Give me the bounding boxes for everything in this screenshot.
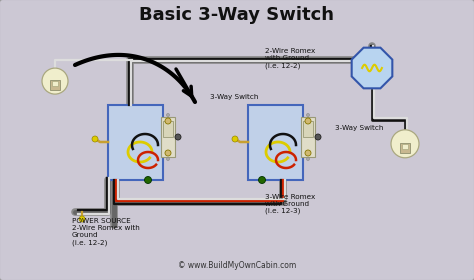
Text: 2-Wire Romex
with Ground
(i.e. 12-2): 2-Wire Romex with Ground (i.e. 12-2): [265, 48, 315, 69]
Circle shape: [307, 113, 310, 116]
Text: 3-Way Switch: 3-Way Switch: [335, 125, 383, 131]
Circle shape: [232, 136, 238, 142]
Circle shape: [79, 216, 85, 222]
Circle shape: [305, 150, 311, 156]
Circle shape: [258, 176, 265, 183]
Circle shape: [175, 134, 181, 140]
Bar: [163, 121, 173, 137]
Circle shape: [307, 158, 310, 160]
Bar: [303, 121, 313, 137]
Circle shape: [92, 136, 98, 142]
Text: POWER SOURCE
2-Wire Romex with
Ground
(i.e. 12-2): POWER SOURCE 2-Wire Romex with Ground (i…: [72, 218, 140, 246]
Bar: [401, 144, 409, 150]
Bar: [400, 143, 410, 153]
Text: Basic 3-Way Switch: Basic 3-Way Switch: [139, 6, 335, 24]
Circle shape: [391, 130, 419, 158]
Circle shape: [145, 176, 152, 183]
Circle shape: [166, 113, 170, 116]
Text: © www.BuildMyOwnCabin.com: © www.BuildMyOwnCabin.com: [178, 260, 296, 269]
Bar: [52, 81, 58, 86]
Bar: [108, 105, 163, 180]
Circle shape: [315, 134, 321, 140]
Text: 3-Wire Romex
with Ground
(i.e. 12-3): 3-Wire Romex with Ground (i.e. 12-3): [265, 194, 315, 214]
Bar: [161, 117, 175, 157]
Text: 3-Way Switch: 3-Way Switch: [210, 94, 258, 100]
Polygon shape: [352, 48, 392, 88]
Circle shape: [165, 150, 171, 156]
Circle shape: [166, 158, 170, 160]
Bar: [301, 117, 315, 157]
Circle shape: [165, 118, 171, 124]
Circle shape: [305, 118, 311, 124]
Bar: [248, 105, 303, 180]
Circle shape: [42, 68, 68, 94]
Bar: [50, 80, 60, 90]
